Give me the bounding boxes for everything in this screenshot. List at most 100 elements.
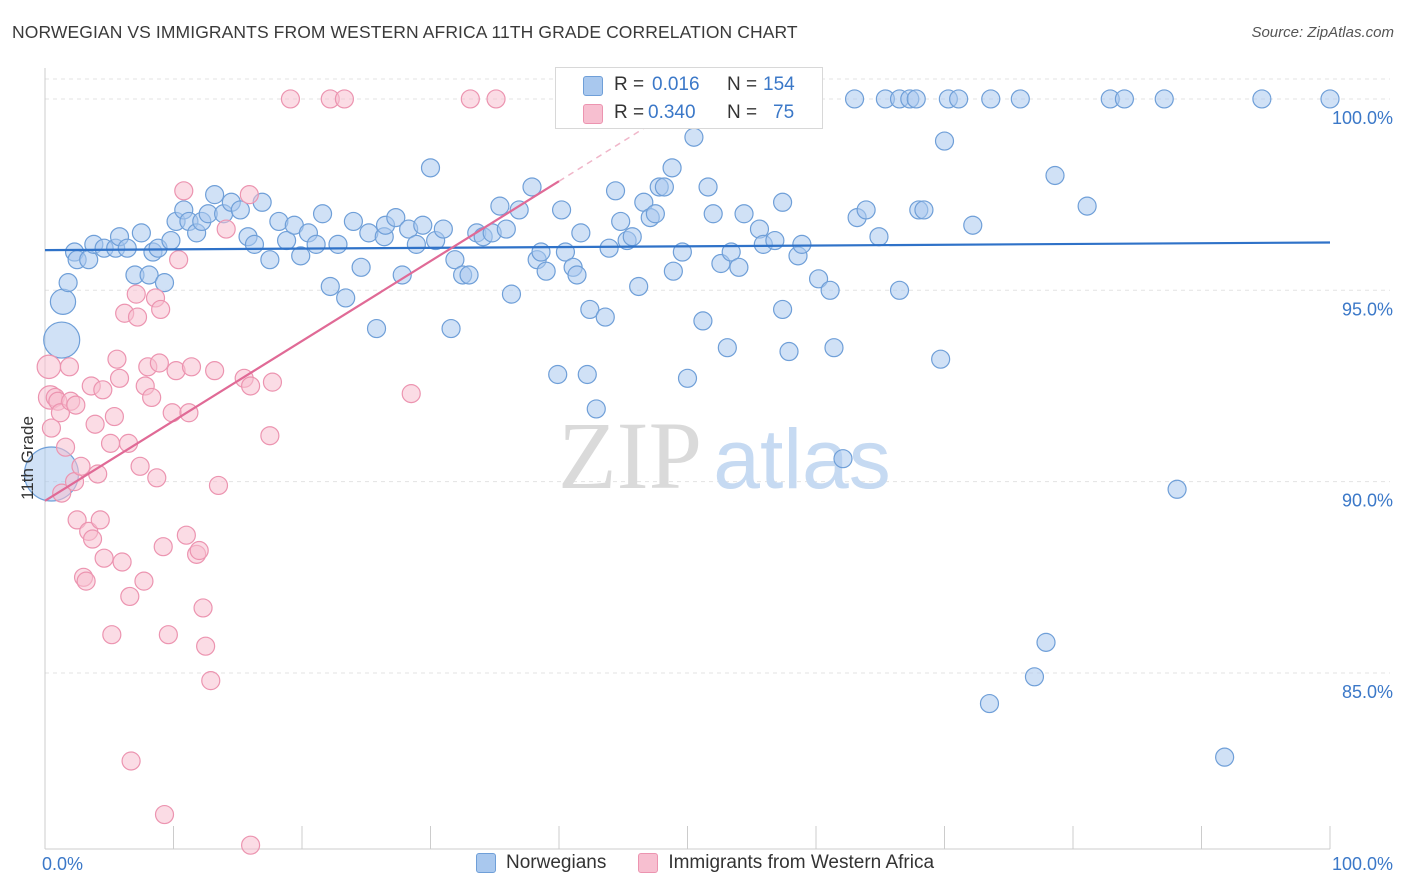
norwegians-point [934,131,955,151]
immigrants-point [120,586,140,607]
norwegians-point [1077,196,1097,216]
immigrants-point [193,598,213,618]
norwegians-point [406,234,426,254]
norwegians-point [869,227,889,247]
immigrants-point [82,529,103,549]
norwegians-point [772,192,793,212]
immigrants-point [127,307,148,327]
norwegians-point [351,257,371,277]
norwegians-point [1252,89,1272,109]
norwegians-point [567,265,587,285]
immigrants-point [149,353,169,373]
stats-r-value-1: 0.016 [652,74,700,95]
immigrants-point [36,354,62,380]
immigrants-point [41,418,62,438]
legend-item-immigrants: Immigrants from Western Africa [638,852,934,874]
norwegians-point [693,311,713,331]
norwegians-point [328,234,348,254]
y-tick-label: 85.0% [1342,682,1393,702]
norwegians-point [441,318,461,339]
y-axis-title: 11th Grade [18,416,37,500]
immigrants-point [158,625,178,645]
norwegians-point [672,242,692,262]
norwegians-point [820,280,840,300]
immigrants-point [104,406,124,427]
norwegians-point [979,693,1000,714]
chart-title: NORWEGIAN VS IMMIGRANTS FROM WESTERN AFR… [12,22,798,42]
immigrants-point [153,537,173,557]
norwegians-points [23,89,1340,767]
norwegians-point [49,288,77,315]
norwegians-point [605,181,626,201]
norwegians-point [856,200,876,220]
immigrants-point [208,475,229,496]
immigrants-point [112,552,132,572]
immigrants-point [71,456,91,476]
norwegians-point [833,449,853,469]
norwegians-point [392,265,412,285]
watermark-zip: ZIP [558,402,702,509]
norwegians-point [260,250,280,270]
norwegians-point [808,269,829,289]
x-tick-label-max: 100.0% [1332,854,1393,874]
norwegians-point [772,299,793,320]
norwegians-point [1154,89,1174,109]
norwegians-point [244,234,265,254]
norwegians-point [509,200,529,220]
norwegians-point [654,177,674,197]
x-tick-label-min: 0.0% [42,854,83,874]
legend-swatch-norwegians [476,853,496,873]
norwegians-point [1320,89,1340,109]
norwegians-point [684,127,704,147]
legend-swatch-immigrants [638,853,659,873]
immigrants-point [100,433,121,453]
x-tick-labels: 0.0% 100.0% [42,854,1393,874]
norwegians-point [154,273,175,293]
norwegians-point [1114,89,1135,109]
norwegians-point [343,211,363,232]
immigrants-point [90,510,110,530]
norwegians-point [824,338,844,358]
norwegians-point [306,234,326,254]
y-tick-label: 90.0% [1342,491,1393,511]
norwegians-point [1045,165,1065,186]
immigrants-point [134,571,154,591]
norwegians-point [721,242,741,262]
norwegians-point [906,89,926,109]
norwegians-point [1024,667,1045,687]
norwegians-point [729,257,749,277]
stats-legend: R = 0.016 N = 154 R = 0.340 N = 75 [555,67,823,129]
norwegians-point [366,318,387,339]
norwegians-point [501,284,522,304]
immigrants-point [176,525,196,545]
immigrants-point [216,219,236,239]
stats-swatch-norwegians [583,76,603,96]
norwegians-point [230,200,250,220]
immigrants-point [196,636,216,656]
series-legend: Norwegians Immigrants from Western Afric… [476,852,956,874]
norwegians-point [571,223,591,243]
norwegians-point [622,227,642,247]
immigrants-point [147,468,167,488]
norwegians-point [131,223,151,243]
norwegians-point [577,364,597,385]
immigrants-point [142,387,162,408]
y-tick-label: 95.0% [1342,299,1393,319]
legend-label-norwegians: Norwegians [506,852,607,873]
norwegians-point [645,204,665,224]
norwegians-point [981,89,1001,109]
immigrants-point [76,571,96,591]
immigrants-point [94,548,114,568]
norwegians-point [734,204,754,224]
norwegians-point [490,196,510,216]
stats-n-label-2: N = [727,102,758,123]
norwegians-point [698,177,718,197]
norwegians-point [1010,89,1030,109]
norwegians-point [931,349,951,369]
y-tick-labels: 100.0% 95.0% 90.0% 85.0% [1332,108,1393,702]
norwegians-point [663,261,683,281]
norwegians-point [586,399,606,419]
norwegians-point [963,215,983,235]
immigrants-point [67,510,87,530]
immigrants-point [280,89,301,109]
